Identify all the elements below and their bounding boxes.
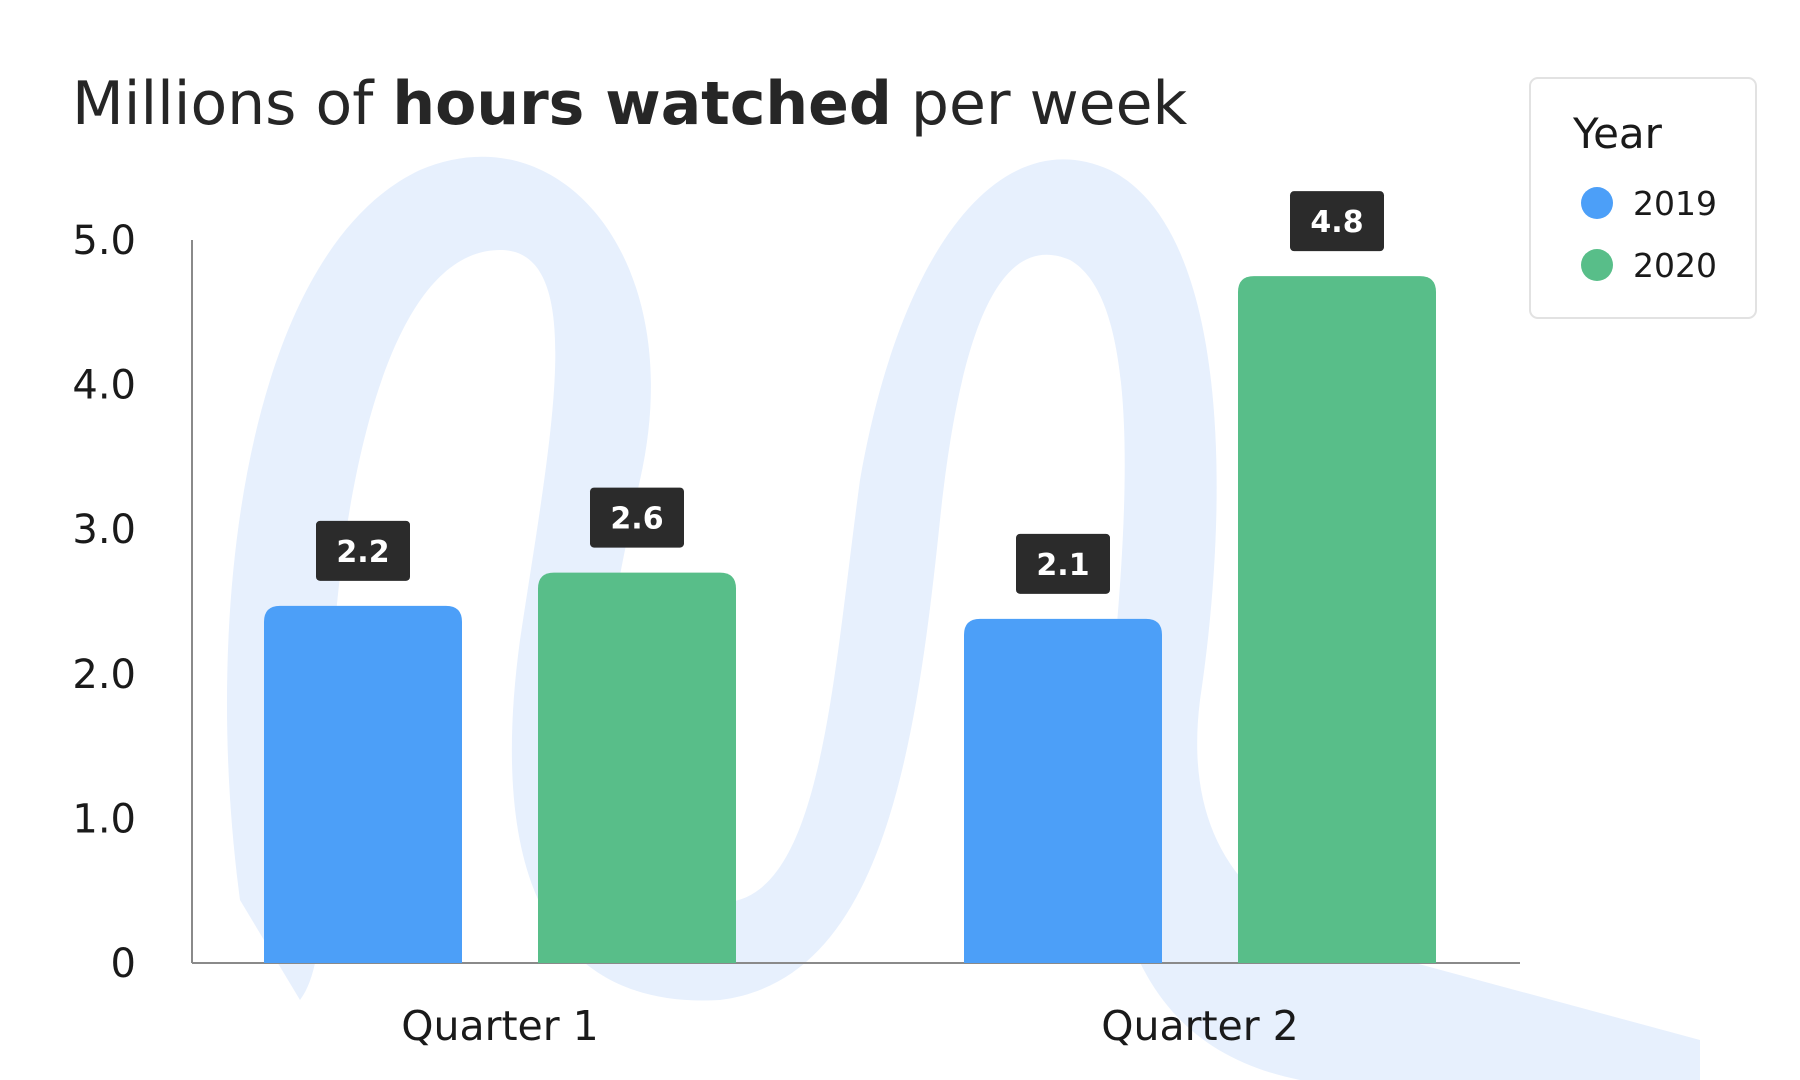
- x-tick-label: Quarter 1: [401, 1002, 599, 1050]
- x-tick-labels: Quarter 1 Quarter 2: [401, 1002, 1299, 1050]
- data-label-value: 2.2: [336, 535, 389, 570]
- data-label-value: 2.1: [1036, 548, 1089, 583]
- data-label: 4.8: [1290, 191, 1384, 252]
- y-tick-label: 1.0: [72, 796, 136, 842]
- legend: Year 2019 2020: [1529, 77, 1757, 319]
- y-tick-label: 4.0: [72, 363, 136, 409]
- legend-items: 2019 2020: [1581, 184, 1717, 285]
- bar-2019-quarter-1: [264, 605, 462, 963]
- data-label-box: [1016, 533, 1110, 594]
- data-label: 2.1: [1016, 533, 1110, 594]
- y-tick-label: 0: [111, 941, 136, 987]
- bar-2020-quarter-2: [1238, 276, 1436, 963]
- data-label: 2.6: [590, 487, 684, 548]
- data-label-box: [590, 487, 684, 548]
- legend-label-2019: 2019: [1633, 184, 1717, 223]
- title-suffix: per week: [892, 69, 1188, 139]
- data-label-box: [1290, 191, 1384, 252]
- data-label: 2.2: [316, 520, 410, 581]
- legend-label-2020: 2020: [1633, 246, 1717, 285]
- bar-2019-quarter-2: [964, 618, 1162, 963]
- bar-2020-quarter-1: [538, 572, 736, 963]
- data-label-value: 4.8: [1310, 205, 1363, 240]
- title-prefix: Millions of: [72, 69, 392, 139]
- data-label-value: 2.6: [610, 502, 663, 537]
- y-tick-labels: 0 1.0 2.0 3.0 4.0 5.0: [72, 218, 136, 987]
- y-tick-label: 2.0: [72, 652, 136, 698]
- data-label-box: [316, 520, 410, 581]
- title-bold: hours watched: [392, 69, 891, 139]
- legend-title: Year: [1572, 109, 1663, 158]
- legend-swatch-2020: [1581, 249, 1613, 281]
- legend-swatch-2019: [1581, 187, 1613, 219]
- bars: [264, 276, 1436, 963]
- x-tick-label: Quarter 2: [1101, 1002, 1299, 1050]
- y-tick-label: 5.0: [72, 218, 136, 264]
- chart-title: Millions of hours watched per week: [72, 69, 1188, 139]
- data-labels: 2.2 2.6 2.1 4.8: [316, 191, 1384, 594]
- y-tick-label: 3.0: [72, 507, 136, 553]
